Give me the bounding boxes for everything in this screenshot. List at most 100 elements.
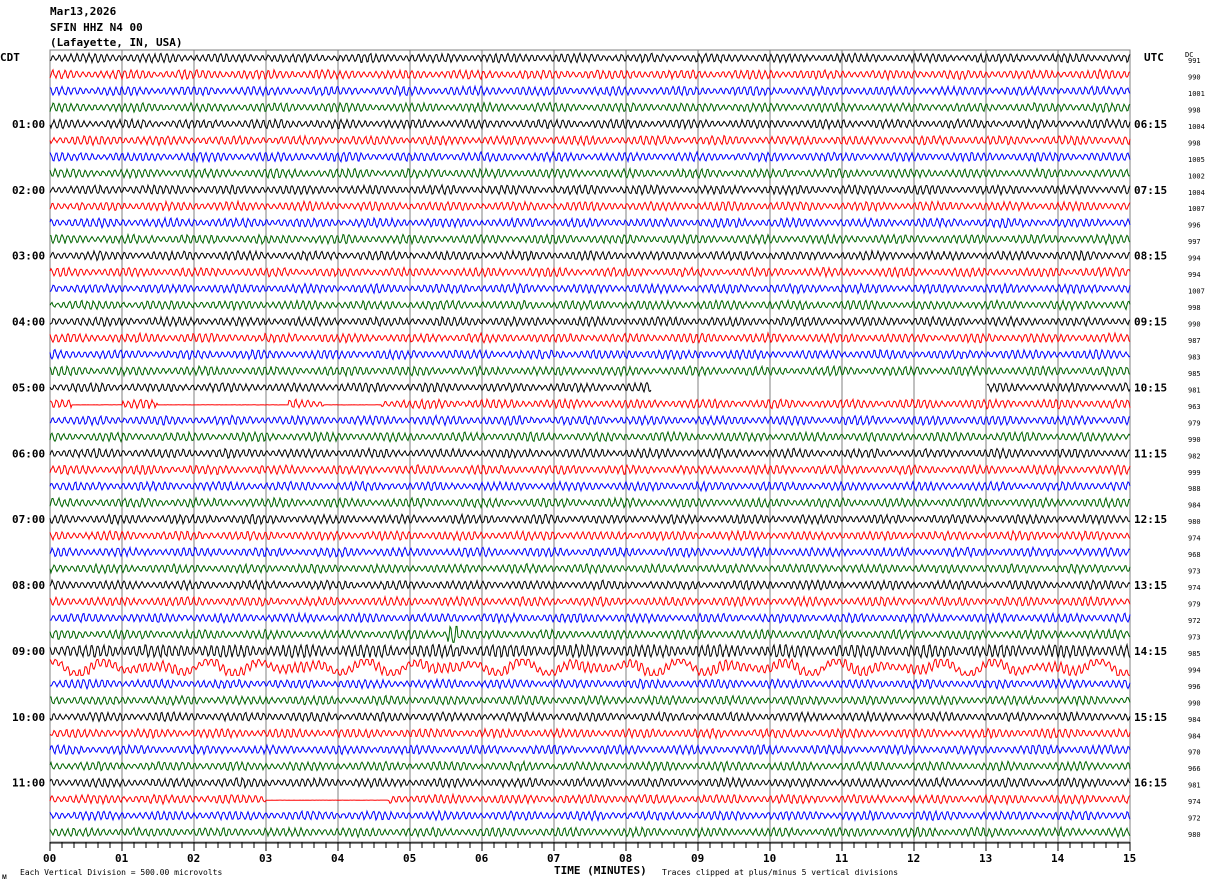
left-axis-title: CDT — [0, 51, 20, 64]
trace-33 — [49, 594, 1131, 608]
trace-40 — [49, 710, 1131, 724]
dc-offset: 984 — [1188, 716, 1201, 724]
dc-offset: 1007 — [1188, 205, 1205, 213]
dc-offset: 996 — [1188, 683, 1201, 691]
trace-13 — [49, 265, 1131, 279]
trace-5 — [49, 134, 1131, 147]
trace-15 — [49, 298, 1131, 312]
grid — [49, 49, 1131, 843]
dc-offset: 998 — [1188, 106, 1201, 114]
date-label: Mar13,2026 — [50, 5, 117, 18]
trace-46 — [49, 809, 1131, 823]
x-tick-label: 12 — [907, 852, 920, 865]
dc-offset: 987 — [1188, 337, 1201, 345]
x-tick-label: 10 — [763, 852, 776, 865]
trace-6 — [49, 150, 1131, 164]
station-label: SFIN HHZ N4 00 — [50, 21, 143, 34]
trace-45 — [49, 792, 1131, 806]
clip-note: Traces clipped at plus/minus 5 vertical … — [662, 868, 898, 877]
dc-offset: 994 — [1188, 255, 1201, 263]
traces — [49, 51, 1131, 839]
trace-21 — [49, 397, 1131, 411]
trace-17 — [49, 331, 1131, 345]
trace-9 — [49, 199, 1131, 213]
trace-42 — [49, 743, 1131, 757]
x-tick-label: 01 — [115, 852, 129, 865]
trace-3 — [49, 101, 1131, 114]
left-time-label: 11:00 — [12, 777, 45, 790]
dc-offset: 970 — [1188, 749, 1201, 757]
dc-offset: 979 — [1188, 601, 1201, 609]
dc-offset: 1007 — [1188, 288, 1205, 296]
trace-43 — [49, 759, 1131, 773]
trace-34 — [49, 611, 1131, 625]
right-time-label: 09:15 — [1134, 316, 1167, 329]
trace-29 — [49, 529, 1131, 542]
trace-20 — [49, 381, 1131, 394]
trace-23 — [49, 430, 1131, 444]
dc-offset: 1004 — [1188, 123, 1205, 131]
trace-1 — [49, 68, 1131, 82]
left-time-label: 06:00 — [12, 447, 45, 460]
dc-offset: 980 — [1188, 518, 1201, 526]
trace-19 — [49, 364, 1131, 378]
dc-offset: 990 — [1188, 321, 1201, 329]
dc-offset: 1002 — [1188, 172, 1205, 180]
x-tick-label: 05 — [403, 852, 416, 865]
right-time-label: 13:15 — [1134, 579, 1167, 592]
dc-offset: 996 — [1188, 222, 1201, 230]
dc-offset: 974 — [1188, 584, 1201, 592]
trace-0 — [49, 51, 1131, 65]
x-tick-label: 13 — [979, 852, 992, 865]
dc-offset: 982 — [1188, 452, 1201, 460]
trace-18 — [49, 348, 1131, 361]
x-tick-label: 11 — [835, 852, 849, 865]
trace-26 — [49, 479, 1131, 493]
x-tick-label: 00 — [43, 852, 56, 865]
trace-47 — [49, 825, 1131, 839]
trace-12 — [49, 249, 1131, 262]
left-time-label: 08:00 — [12, 579, 45, 592]
dc-offset: 994 — [1188, 666, 1201, 674]
dc-offset: 1001 — [1188, 90, 1205, 98]
left-time-label: 02:00 — [12, 184, 45, 197]
dc-offset: 973 — [1188, 568, 1201, 576]
right-time-label: 15:15 — [1134, 711, 1167, 724]
trace-24 — [49, 446, 1131, 460]
trace-35 — [49, 624, 1131, 643]
dc-offset: 981 — [1188, 386, 1201, 394]
right-axis-title: UTC — [1144, 51, 1164, 64]
trace-16 — [49, 315, 1131, 328]
right-time-label: 12:15 — [1134, 513, 1167, 526]
dc-offset: 991 — [1188, 57, 1201, 65]
location-label: (Lafayette, IN, USA) — [50, 36, 182, 49]
dc-offset: 985 — [1188, 370, 1201, 378]
x-axis: 00 01 02 03 04 05 06 07 08 09 10 11 12 13 14 15 — [43, 842, 1136, 865]
dc-offset: 988 — [1188, 485, 1201, 493]
trace-25 — [49, 463, 1131, 476]
dc-offset: 994 — [1188, 271, 1201, 279]
trace-30 — [49, 545, 1131, 559]
right-time-label: 06:15 — [1134, 118, 1167, 131]
dc-offset: 981 — [1188, 782, 1201, 790]
left-time-label: 01:00 — [12, 118, 45, 131]
dc-offset: 999 — [1188, 469, 1201, 477]
trace-14 — [49, 282, 1131, 295]
corner-mark: ᴍ — [2, 872, 7, 881]
trace-41 — [49, 727, 1131, 740]
dc-offset: 998 — [1188, 139, 1201, 147]
x-tick-label: 03 — [259, 852, 272, 865]
trace-2 — [49, 84, 1131, 98]
trace-37 — [49, 658, 1130, 677]
right-time-label: 11:15 — [1134, 447, 1167, 460]
dc-offset: 984 — [1188, 502, 1201, 510]
dc-offset: 984 — [1188, 732, 1201, 740]
dc-offset: 990 — [1188, 73, 1201, 81]
trace-32 — [49, 578, 1131, 592]
dc-offset: 1005 — [1188, 156, 1205, 164]
scale-note: Each Vertical Division = 500.00 microvol… — [20, 868, 222, 877]
x-tick-label: 04 — [331, 852, 345, 865]
trace-31 — [49, 562, 1131, 576]
left-time-label: 10:00 — [12, 711, 45, 724]
